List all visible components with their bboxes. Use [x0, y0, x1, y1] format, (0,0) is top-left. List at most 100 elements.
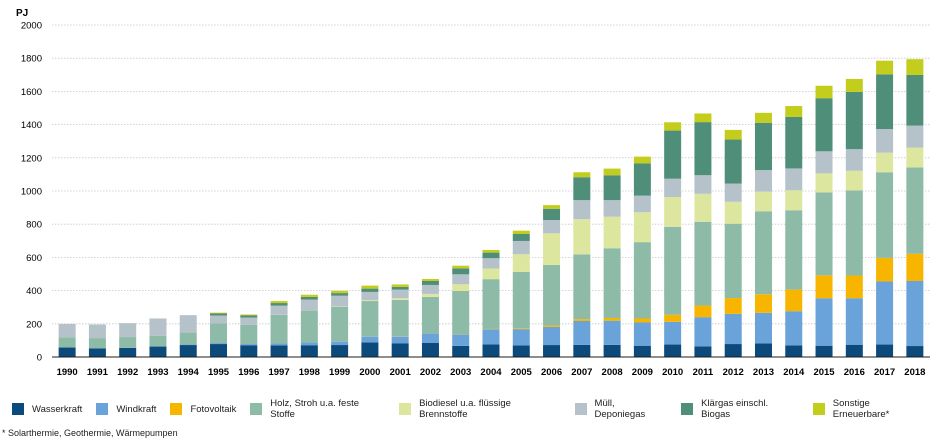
bar-segment	[361, 336, 379, 343]
bar-segment	[603, 320, 621, 345]
bar-segment	[694, 221, 712, 306]
bar-segment	[482, 258, 500, 269]
bar-segment	[240, 324, 258, 345]
bar-segment	[785, 106, 803, 117]
bar-segment	[724, 344, 742, 357]
bar-segment	[331, 290, 349, 294]
bar-segment	[512, 271, 530, 329]
bar-segment	[603, 175, 621, 201]
bar-segment	[210, 315, 228, 324]
bar-segment	[603, 216, 621, 249]
bar-segment	[331, 295, 349, 307]
bar-segment	[633, 318, 651, 323]
bar-segment	[452, 265, 470, 269]
bar-segment	[815, 192, 833, 276]
bar-segment	[633, 322, 651, 346]
bar-segment	[785, 116, 803, 169]
y-tick-label: 1800	[21, 54, 42, 65]
bar-segment	[573, 344, 591, 357]
x-tick-label: 1992	[117, 367, 138, 378]
bar-segment	[482, 279, 500, 329]
bar-segment	[210, 323, 228, 344]
bar-segment	[603, 168, 621, 176]
bar-segment	[724, 129, 742, 140]
bar-segment	[603, 344, 621, 357]
bar-segment	[361, 291, 379, 301]
x-tick-label: 1993	[147, 367, 168, 378]
legend-item: Biodiesel u.a. flüssige Brennstoffe	[399, 398, 560, 420]
bar-segment	[270, 343, 288, 346]
bar-segment	[512, 345, 530, 357]
bar-segment	[845, 78, 863, 92]
bar-segment	[421, 333, 439, 343]
legend-label: Holz, Stroh u.a. feste Stoffe	[270, 398, 359, 420]
bar-segment	[785, 311, 803, 346]
x-tick-label: 1994	[178, 367, 200, 378]
bar-segment	[664, 196, 682, 227]
bar-segment	[421, 342, 439, 357]
bar-segment	[391, 299, 409, 337]
bar-segment	[876, 152, 894, 173]
bar-segment	[876, 257, 894, 282]
bar-segment	[452, 274, 470, 285]
bar-segment	[906, 280, 924, 347]
bar-segment	[573, 319, 591, 321]
legend-swatch	[574, 403, 587, 415]
y-tick-label: 2000	[21, 21, 42, 32]
bar-segment	[512, 254, 530, 272]
legend-label: Sonstige Erneuerbare*	[832, 398, 890, 420]
bar-segment	[331, 345, 349, 357]
x-tick-label: 2010	[662, 367, 683, 378]
bar-segment	[815, 298, 833, 346]
x-tick-label: 2012	[723, 367, 744, 378]
legend-item: Wasserkraft	[12, 398, 82, 420]
bar-segment	[633, 163, 651, 196]
bar-segment	[58, 337, 76, 348]
x-tick-label: 2000	[359, 367, 380, 378]
bar-segment	[906, 346, 924, 357]
bar-segment	[210, 312, 228, 314]
x-tick-label: 1991	[87, 367, 109, 378]
bar-segment	[421, 293, 439, 297]
bar-segment	[179, 345, 197, 357]
bar-segment	[391, 286, 409, 290]
y-tick-label: 1400	[21, 120, 42, 131]
bar-segment	[754, 211, 772, 295]
bar-segment	[361, 288, 379, 292]
bar-segment	[754, 294, 772, 313]
bar-segment	[543, 345, 561, 357]
x-tick-label: 2015	[813, 367, 835, 378]
bar-segment	[573, 177, 591, 201]
bar-segment	[664, 314, 682, 322]
legend-item: Klärgas einschl. Biogas	[681, 398, 799, 420]
bar-segment	[876, 281, 894, 345]
x-tick-label: 2017	[874, 367, 895, 378]
bar-segment	[361, 300, 379, 302]
legend-label: Wasserkraft	[32, 403, 83, 415]
y-tick-label: 200	[26, 319, 42, 330]
x-tick-label: 2003	[450, 367, 471, 378]
bar-segment	[815, 173, 833, 193]
bar-segment	[270, 315, 288, 344]
legend-swatch	[96, 403, 109, 415]
legend-swatch	[12, 403, 24, 415]
bar-segment	[785, 190, 803, 211]
bar-segment	[694, 305, 712, 318]
bar-segment	[421, 278, 439, 281]
bar-segment	[482, 329, 500, 345]
legend-label: Fotovoltaik	[190, 403, 237, 415]
bar-segment	[664, 122, 682, 131]
bar-segment	[88, 338, 106, 349]
legend-label: Windkraft	[116, 403, 157, 415]
legend-label: Müll, Deponiegas	[594, 398, 646, 420]
bar-segment	[664, 130, 682, 179]
bar-segment	[754, 312, 772, 344]
bar-segment	[512, 233, 530, 241]
bar-segment	[845, 149, 863, 171]
legend-swatch	[812, 403, 825, 415]
legend-swatch	[681, 403, 694, 415]
bar-segment	[482, 268, 500, 280]
bar-segment	[845, 344, 863, 357]
bar-segment	[543, 233, 561, 265]
